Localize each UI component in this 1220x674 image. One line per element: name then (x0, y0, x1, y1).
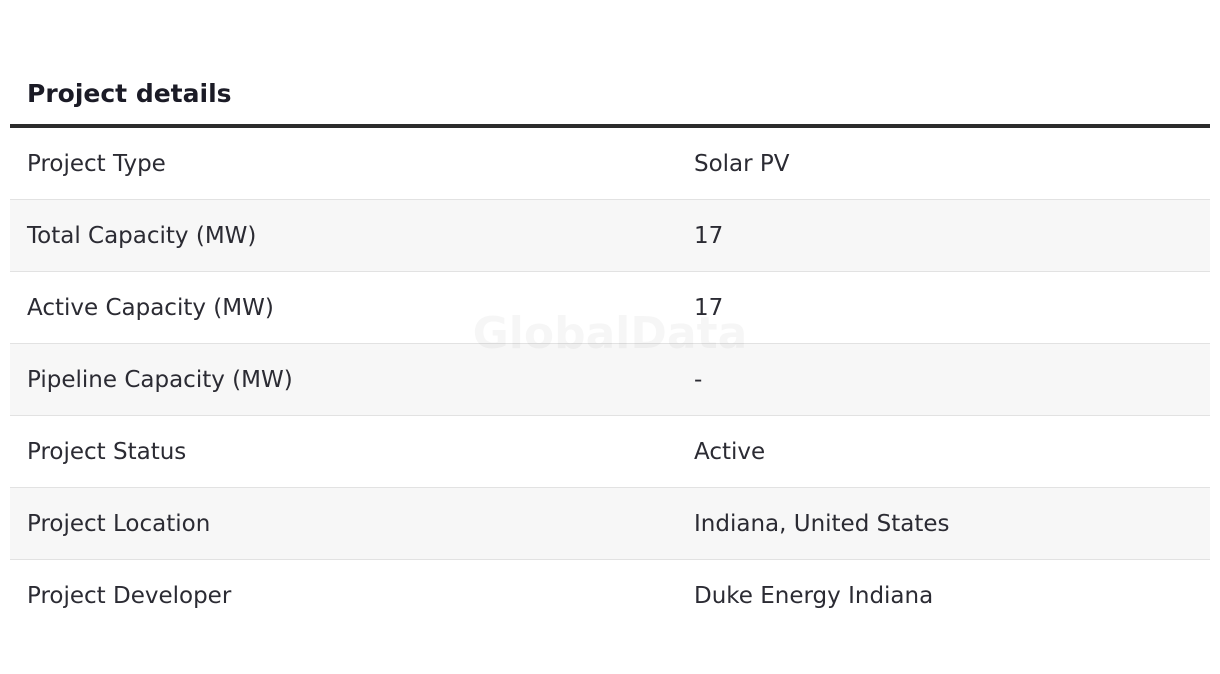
field-value: Active (694, 415, 1210, 488)
table-row: Project Location Indiana, United States (10, 487, 1210, 560)
field-label: Project Developer (27, 582, 232, 609)
field-label: Project Location (10, 487, 694, 560)
field-value: 17 (694, 199, 1210, 272)
field-value: Indiana, United States (694, 487, 1210, 560)
table-row: Active Capacity (MW) 17 (10, 271, 1210, 344)
table-row: Project Developer Duke Energy Indiana (10, 560, 1210, 632)
table-row: Pipeline Capacity (MW) - (10, 343, 1210, 416)
field-value: Solar PV (694, 128, 1210, 200)
field-label: Total Capacity (MW) (10, 199, 694, 272)
table-row: Project Type Solar PV (10, 128, 1210, 200)
details-table: Project Type Solar PV Total Capacity (MW) 1… (10, 128, 1210, 631)
field-label: Active Capacity (MW) (10, 271, 694, 344)
field-value: Duke Energy Indiana (694, 582, 934, 609)
field-label: Project Type (10, 128, 694, 200)
table-body: Project Type Solar PV Total Capacity (MW) 1… (10, 128, 1210, 631)
field-value: 17 (694, 271, 1210, 344)
header-rule (10, 124, 1210, 128)
field-value: - (694, 343, 1210, 416)
table-row: Project Status Active (10, 415, 1210, 488)
table-row: Total Capacity (MW) 17 (10, 199, 1210, 272)
section-title: Project details (27, 79, 232, 108)
project-details-panel: Project details Project Type Solar PV Tota… (10, 0, 1210, 631)
field-label: Project Status (10, 415, 694, 488)
field-label: Pipeline Capacity (MW) (10, 343, 694, 416)
